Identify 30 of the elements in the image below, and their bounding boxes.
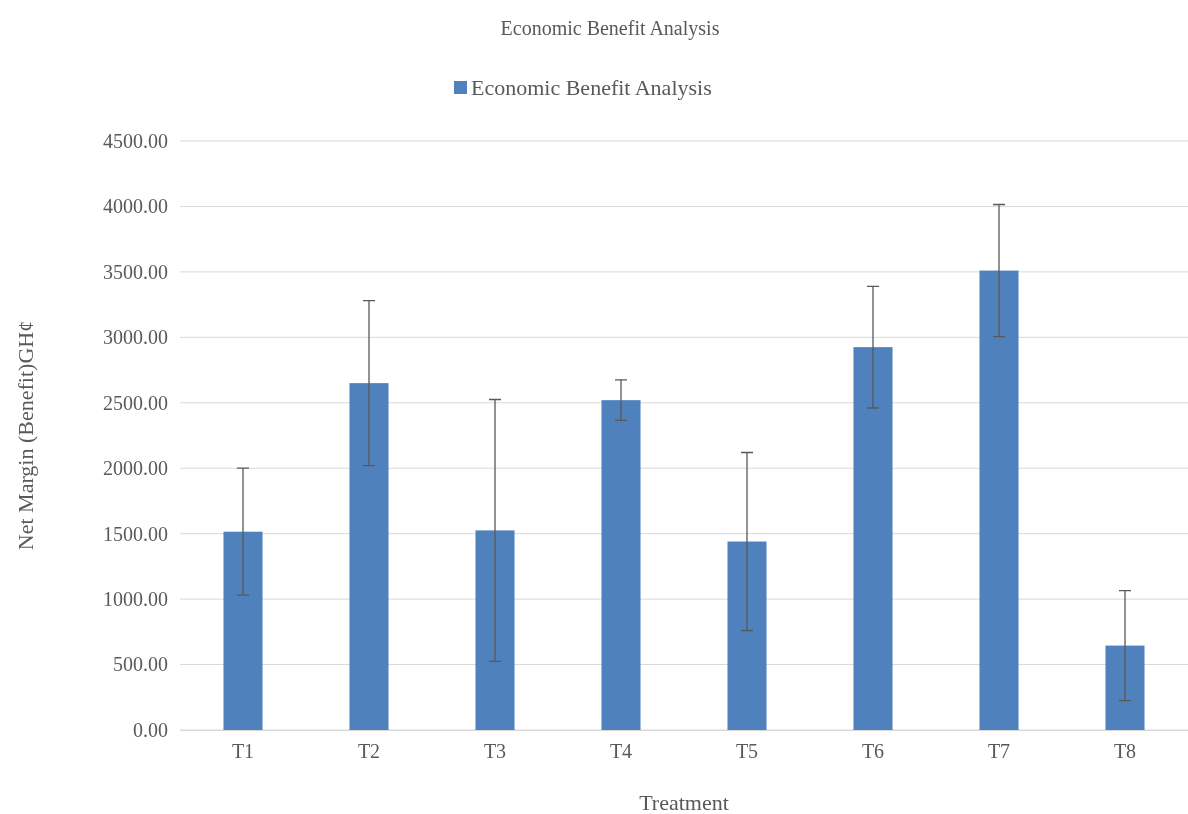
bar (979, 270, 1019, 730)
y-tick-label: 1500.00 (103, 522, 168, 545)
y-tick-label: 3000.00 (103, 326, 168, 349)
x-tick-label: T1 (231, 740, 255, 763)
bar (853, 347, 893, 730)
x-tick-label: T2 (357, 740, 381, 763)
x-tick-label: T8 (1113, 740, 1137, 763)
x-tick-label: T4 (609, 740, 633, 763)
bar (1105, 645, 1145, 730)
bar (475, 530, 515, 730)
y-tick-label: 4500.00 (103, 129, 168, 152)
x-tick-label: T7 (987, 740, 1011, 763)
x-tick-label: T3 (483, 740, 507, 763)
y-tick-label: 2500.00 (103, 391, 168, 414)
chart-title: Economic Benefit Analysis (500, 17, 720, 40)
y-tick-label: 3500.00 (103, 260, 168, 283)
x-axis-title: Treatment (639, 790, 729, 814)
y-axis-title: Net Margin (Benefit)GH¢ (13, 320, 38, 551)
bar (727, 541, 767, 730)
y-tick-label: 500.00 (113, 653, 168, 676)
y-tick-label: 0.00 (133, 718, 168, 741)
y-tick-label: 1000.00 (103, 588, 168, 611)
x-tick-label: T6 (861, 740, 885, 763)
legend-label: Economic Benefit Analysis (471, 75, 712, 100)
y-tick-label: 4000.00 (103, 195, 168, 218)
bar (601, 400, 641, 730)
bar (349, 383, 389, 730)
x-tick-label: T5 (735, 740, 759, 763)
bar (223, 531, 263, 730)
y-tick-label: 2000.00 (103, 457, 168, 480)
